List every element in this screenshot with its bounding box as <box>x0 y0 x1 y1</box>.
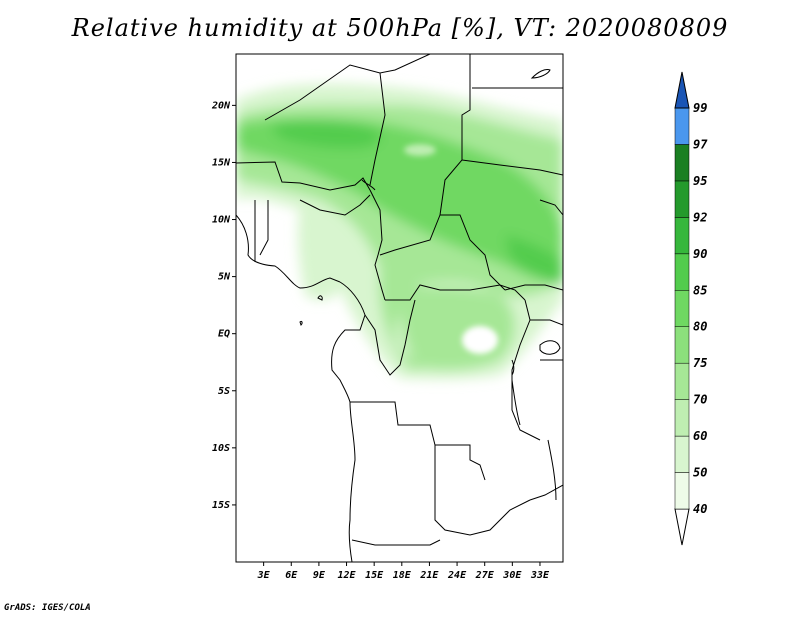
lake-chad <box>361 179 376 191</box>
lake-victoria <box>539 340 561 355</box>
lon-tick-label: 27E <box>475 570 495 581</box>
border-sudan-east <box>461 159 563 176</box>
coastline-west <box>236 214 341 289</box>
border-drc-north <box>385 284 526 301</box>
colorbar-label: 40 <box>693 502 707 516</box>
border-drc-angola <box>350 401 486 481</box>
border-libya-egypt <box>439 54 471 216</box>
lon-tick-label: 9E <box>313 570 326 581</box>
colorbar-segment <box>674 399 690 437</box>
lat-tick-label: 10S <box>212 443 230 454</box>
border-uganda-kenya <box>530 319 563 326</box>
colorbar-segment <box>674 253 690 291</box>
humidity-region-strong <box>236 117 563 282</box>
border-sahara-1 <box>236 161 371 191</box>
lon-tick-label: 33E <box>530 570 550 581</box>
lon-tick-label: 30E <box>502 570 522 581</box>
colorbar-label: 97 <box>693 137 708 151</box>
colorbar-label: 85 <box>693 283 707 297</box>
colorbar-segment <box>674 107 690 145</box>
border-cameroon <box>369 189 386 301</box>
colorbar-min-arrow <box>674 508 690 546</box>
lon-tick-label: 18E <box>393 570 412 581</box>
colorbar: 40 50 60 70 75 80 85 90 92 95 97 99 <box>674 71 708 546</box>
credit-text: GrADS: IGES/COLA <box>4 603 91 613</box>
border-nigeria <box>299 194 371 216</box>
colorbar-segment <box>674 362 690 400</box>
latitude-axis: 20N 15N 10N 5N EQ 5S 10S 15S <box>211 100 236 511</box>
colorbar-label: 90 <box>693 247 707 261</box>
humidity-region-peak-east <box>505 235 563 285</box>
sicily-coast <box>530 69 551 79</box>
humidity-field <box>236 83 563 380</box>
colorbar-label: 99 <box>693 101 707 115</box>
lake-kivu <box>511 359 515 376</box>
colorbar-label: 50 <box>693 466 707 480</box>
border-benin-togo <box>259 200 269 256</box>
border-congo-drc <box>364 299 416 376</box>
border-mali-algeria <box>264 54 431 121</box>
humidity-region-peak <box>270 120 381 149</box>
border-namibia <box>351 539 441 546</box>
lat-tick-label: 20N <box>211 100 231 111</box>
border-car <box>379 214 441 256</box>
lat-tick-label: 15N <box>212 157 231 168</box>
lat-tick-label: 10N <box>212 215 231 226</box>
island-bioko <box>317 295 323 301</box>
colorbar-segment <box>674 435 690 473</box>
colorbar-label: 75 <box>693 356 707 370</box>
border-ethiopia <box>539 199 563 216</box>
lon-tick-label: 3E <box>257 570 271 581</box>
lon-tick-label: 6E <box>285 570 298 581</box>
humidity-region-west-light <box>297 205 346 300</box>
lon-tick-label: 15E <box>365 570 384 581</box>
map-frame <box>235 53 564 563</box>
chart-title: Relative humidity at 500hPa [%], VT: 202… <box>71 14 729 42</box>
lake-tanganyika <box>511 379 521 426</box>
colorbar-segment <box>674 472 690 510</box>
border-niger-chad <box>369 72 386 186</box>
lon-tick-label: 12E <box>338 570 357 581</box>
colorbar-segment <box>674 217 690 255</box>
lat-tick-label: 5S <box>218 386 230 397</box>
colorbar-segment <box>674 326 690 364</box>
colorbar-segment <box>674 180 690 218</box>
border-zambia-moz <box>529 484 563 501</box>
lon-tick-label: 24E <box>447 570 467 581</box>
colorbar-label: 70 <box>693 393 707 407</box>
humidity-region-south <box>399 286 515 370</box>
lake-malawi <box>547 439 557 501</box>
border-chad-sudan <box>440 214 506 291</box>
island-sao-tome <box>299 320 303 326</box>
border-south-sudan <box>504 284 563 291</box>
colorbar-segment <box>674 290 690 327</box>
colorbar-max-arrow <box>674 71 690 109</box>
lat-tick-label: 15S <box>212 500 230 511</box>
colorbar-label: 92 <box>693 210 707 224</box>
coastline-guinea <box>331 281 366 562</box>
lon-tick-label: 21E <box>419 570 439 581</box>
borders <box>236 54 563 562</box>
lat-tick-label: 5N <box>218 272 231 283</box>
humidity-dry-patch <box>462 326 498 354</box>
colorbar-segment <box>674 144 690 182</box>
longitude-axis: 3E 6E 9E 12E 15E 18E 21E 24E 27E 30E 33E <box>257 562 550 581</box>
colorbar-label: 80 <box>693 320 707 334</box>
lat-tick-label: EQ <box>218 329 230 340</box>
colorbar-label: 60 <box>693 429 707 443</box>
border-angola-zambia <box>434 445 531 536</box>
colorbar-label: 95 <box>693 174 707 188</box>
humidity-dry-patch-2 <box>404 144 436 156</box>
